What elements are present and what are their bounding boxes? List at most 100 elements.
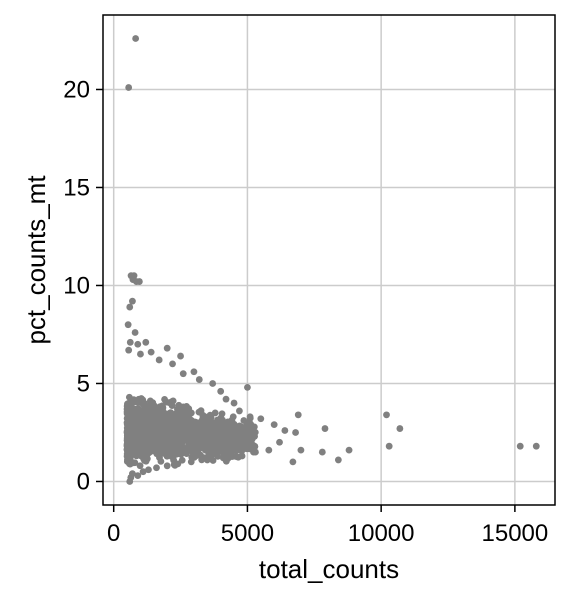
- data-point: [138, 427, 146, 434]
- data-point: [213, 421, 221, 429]
- data-point: [244, 437, 252, 445]
- data-point: [170, 425, 178, 433]
- data-point: [225, 448, 233, 456]
- data-point: [139, 432, 147, 440]
- data-point: [229, 435, 237, 443]
- data-point: [281, 427, 289, 434]
- data-point: [135, 278, 143, 285]
- data-point: [250, 442, 258, 450]
- data-point: [516, 442, 524, 450]
- data-point: [193, 422, 201, 430]
- data-point: [173, 441, 181, 449]
- y-tick-label: 0: [77, 468, 90, 495]
- data-point: [211, 409, 219, 417]
- data-point: [165, 420, 173, 428]
- data-point: [297, 446, 305, 454]
- data-point: [163, 344, 171, 352]
- data-point: [163, 462, 171, 470]
- data-point: [187, 458, 195, 466]
- x-tick-label: 15000: [482, 520, 549, 547]
- data-point: [246, 413, 254, 421]
- data-point: [240, 417, 248, 424]
- grid-lines: [103, 15, 555, 505]
- data-point: [209, 380, 217, 387]
- y-tick-label: 20: [63, 76, 90, 103]
- y-tick-label: 5: [77, 370, 90, 397]
- x-axis-label: total_counts: [259, 554, 399, 584]
- data-point: [183, 402, 190, 410]
- data-point: [321, 425, 329, 432]
- data-point: [217, 387, 225, 395]
- data-point: [152, 444, 160, 452]
- data-point: [177, 352, 184, 360]
- data-point: [203, 456, 211, 464]
- data-point: [139, 468, 147, 476]
- data-point: [174, 447, 182, 455]
- data-point: [124, 321, 132, 329]
- data-point: [218, 417, 226, 425]
- data-point: [176, 432, 184, 440]
- data-point: [194, 436, 202, 444]
- data-point: [334, 456, 342, 464]
- axis-ticks: 0 5000 10000 15000 0 5 10 15 20: [63, 76, 548, 547]
- data-point: [132, 426, 140, 434]
- data-point: [165, 434, 173, 442]
- data-point: [129, 297, 136, 305]
- data-point: [195, 449, 202, 457]
- data-point: [168, 453, 176, 461]
- data-point: [218, 444, 226, 452]
- data-point: [125, 346, 133, 354]
- y-axis-label: pct_counts_mt: [21, 175, 51, 345]
- data-point: [137, 350, 144, 358]
- data-point: [142, 338, 150, 346]
- data-point: [183, 448, 191, 456]
- data-point: [252, 448, 259, 456]
- data-point: [152, 416, 160, 424]
- data-point: [163, 398, 170, 406]
- data-point: [222, 395, 230, 403]
- data-point: [179, 411, 187, 419]
- data-point: [126, 338, 134, 346]
- data-point: [257, 415, 265, 423]
- data-point: [270, 421, 278, 429]
- data-point: [126, 303, 134, 311]
- data-point: [127, 453, 135, 461]
- data-point: [186, 430, 194, 438]
- data-point: [132, 35, 140, 42]
- data-point: [142, 457, 150, 465]
- data-point: [243, 424, 251, 431]
- data-point: [126, 459, 134, 467]
- data-point: [146, 402, 154, 410]
- data-point: [216, 432, 223, 440]
- data-point: [135, 396, 143, 404]
- data-point: [207, 415, 214, 423]
- data-point: [294, 411, 302, 419]
- data-point: [134, 472, 142, 479]
- y-tick-label: 15: [63, 174, 90, 201]
- data-point: [129, 470, 136, 478]
- data-point: [180, 418, 188, 426]
- data-point: [163, 414, 171, 422]
- plot-frame: [102, 14, 556, 506]
- data-point: [292, 429, 299, 436]
- data-point: [195, 408, 203, 416]
- data-point: [289, 458, 297, 466]
- data-point: [244, 432, 252, 440]
- data-point: [134, 405, 142, 412]
- data-point: [131, 329, 139, 336]
- data-point: [195, 376, 203, 383]
- data-point: [153, 404, 160, 412]
- data-point: [223, 424, 231, 432]
- data-point: [124, 406, 131, 414]
- data-point: [145, 466, 152, 474]
- data-point: [396, 425, 404, 432]
- data-point: [174, 460, 182, 468]
- data-point: [206, 447, 213, 455]
- data-point: [157, 457, 165, 465]
- data-point: [153, 464, 160, 472]
- data-point: [137, 452, 145, 460]
- data-point: [238, 452, 246, 460]
- data-point: [219, 454, 227, 462]
- data-point: [173, 411, 181, 419]
- data-point: [231, 427, 238, 435]
